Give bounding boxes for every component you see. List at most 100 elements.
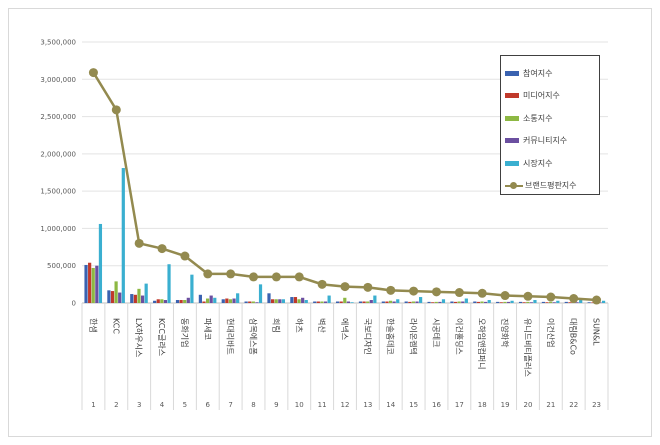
bar-참여지수	[198, 294, 202, 303]
category-label: SUN&L	[592, 318, 601, 346]
category-label: 라이온켐텍	[409, 318, 419, 355]
rank-label: 5	[183, 401, 187, 409]
legend-item: 커뮤니티지수	[505, 130, 595, 153]
y-tick-label: 0	[72, 300, 76, 308]
bar-시장지수	[373, 295, 377, 303]
bar-미디어지수	[431, 302, 435, 303]
bar-커뮤니티지수	[552, 302, 556, 303]
rank-label: 3	[137, 401, 141, 409]
bar-소통지수	[297, 299, 301, 303]
bar-커뮤니티지수	[255, 302, 259, 303]
bar-참여지수	[564, 301, 568, 303]
bar-미디어지수	[133, 294, 137, 303]
rank-label: 6	[206, 401, 211, 409]
rank-label: 14	[386, 401, 395, 409]
bar-시장지수	[419, 297, 423, 303]
bar-커뮤니티지수	[506, 301, 511, 303]
bar-시장지수	[281, 299, 285, 303]
line-point	[317, 279, 327, 289]
category-label: KCC	[111, 318, 120, 334]
bar-참여지수	[450, 301, 454, 303]
legend-label: 커뮤니티지수	[523, 136, 568, 146]
category-label: 동화기업	[180, 318, 189, 347]
bar-소통지수	[526, 301, 530, 303]
bar-참여지수	[404, 301, 408, 303]
legend-label: 미디어지수	[523, 91, 560, 101]
bar-참여지수	[267, 293, 271, 303]
bar-커뮤니티지수	[575, 302, 579, 303]
bar-미디어지수	[545, 302, 549, 303]
bar-커뮤니티지수	[209, 295, 213, 303]
bar-시장지수	[579, 300, 583, 303]
legend-swatch	[505, 160, 519, 166]
bar-커뮤니티지수	[438, 301, 442, 303]
category-label: 한솔홈데코	[386, 318, 396, 355]
bar-시장지수	[441, 299, 446, 303]
bar-커뮤니티지수	[232, 298, 236, 303]
category-label: 희림	[271, 318, 281, 333]
legend-swatch	[505, 138, 519, 144]
rank-label: 8	[251, 401, 255, 409]
bar-커뮤니티지수	[369, 300, 373, 303]
bar-시장지수	[487, 300, 491, 303]
rank-label: 16	[432, 401, 441, 409]
rank-label: 22	[569, 401, 578, 409]
legend-item: 브랜드평판지수	[505, 175, 595, 198]
bar-커뮤니티지수	[95, 265, 99, 303]
bar-참여지수	[358, 301, 363, 303]
bar-시장지수	[396, 299, 400, 303]
legend-item: 소통지수	[505, 107, 595, 130]
line-point	[88, 68, 98, 78]
y-tick-label: 500,000	[47, 262, 76, 270]
rank-label: 11	[318, 401, 327, 409]
line-point	[431, 287, 441, 297]
bar-소통지수	[457, 301, 461, 303]
legend-label: 브랜드평판지수	[525, 181, 577, 191]
bar-커뮤니티지수	[301, 297, 305, 303]
rank-label: 12	[341, 401, 350, 409]
bar-참여지수	[244, 301, 248, 303]
line-point	[203, 269, 213, 279]
category-label: 국보디자인	[363, 318, 373, 355]
legend-item: 시장지수	[505, 152, 595, 175]
bar-커뮤니티지수	[118, 292, 122, 303]
category-label: 유니드비티플러스	[523, 318, 533, 377]
rank-label: 9	[274, 401, 278, 409]
rank-label: 23	[592, 401, 601, 409]
bar-미디어지수	[316, 301, 320, 303]
category-label: LX하우시스	[134, 318, 144, 357]
legend-line-marker	[505, 181, 523, 189]
bar-소통지수	[388, 300, 393, 303]
y-tick-label: 1,500,000	[40, 188, 76, 196]
bar-커뮤니티지수	[392, 301, 396, 303]
rank-label: 1	[91, 401, 95, 409]
bar-참여지수	[153, 300, 157, 303]
line-point	[569, 294, 579, 304]
bar-미디어지수	[225, 298, 229, 303]
line-point	[249, 272, 259, 282]
bar-시장지수	[190, 274, 194, 303]
rank-label: 13	[363, 401, 372, 409]
bar-커뮤니티지수	[323, 301, 328, 303]
rank-label: 18	[478, 401, 487, 409]
bar-소통지수	[411, 301, 416, 303]
line-point	[409, 286, 419, 296]
category-label: 이건홀딩스	[454, 318, 464, 355]
bar-참여지수	[221, 299, 225, 303]
bar-커뮤니티지수	[529, 302, 533, 303]
bar-참여지수	[290, 297, 294, 303]
line-point	[546, 292, 556, 302]
bar-소통지수	[343, 297, 347, 303]
line-point	[523, 291, 533, 301]
category-label: 삼목에스폼	[249, 318, 259, 355]
bar-미디어지수	[476, 301, 481, 303]
bar-참여지수	[381, 301, 385, 303]
category-label: 이건산업	[546, 318, 556, 347]
bar-소통지수	[205, 298, 210, 303]
line-point	[226, 269, 236, 279]
y-tick-label: 3,000,000	[40, 76, 76, 84]
line-point	[477, 288, 487, 298]
bar-소통지수	[160, 299, 164, 303]
bar-커뮤니티지수	[461, 301, 465, 303]
